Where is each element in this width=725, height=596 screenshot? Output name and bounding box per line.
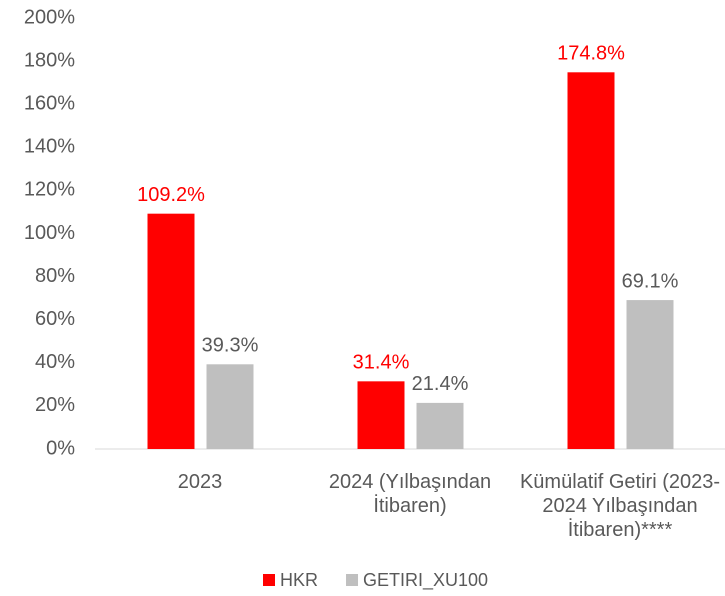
y-tick-label: 100% — [24, 222, 75, 244]
y-tick-label: 140% — [24, 136, 75, 158]
bar — [626, 300, 674, 449]
data-label: 109.2% — [137, 184, 205, 206]
y-tick-label: 80% — [35, 265, 75, 287]
y-tick-label: 40% — [35, 351, 75, 373]
y-tick-label: 120% — [24, 179, 75, 201]
y-tick-label: 20% — [35, 394, 75, 416]
legend-swatch — [346, 574, 359, 586]
bar — [206, 364, 254, 449]
y-tick-label: 160% — [24, 92, 75, 114]
x-tick-label: 2024 (Yılbaşından İtibaren) — [328, 471, 492, 517]
bar — [357, 381, 405, 449]
y-tick-label: 60% — [35, 308, 75, 330]
legend-label: GETIRI_XU100 — [363, 570, 488, 591]
legend-label: HKR — [280, 570, 318, 590]
y-tick-label: 200% — [24, 6, 75, 28]
data-label: 174.8% — [557, 43, 625, 65]
legend-swatch — [263, 574, 275, 586]
bar — [147, 213, 195, 449]
data-label: 69.1% — [622, 270, 679, 292]
x-tick-label: Kümülatif Getiri (2023-2024 Yılbaşından … — [519, 471, 721, 541]
data-label: 39.3% — [202, 335, 259, 357]
x-tick-label: 2023 — [177, 471, 223, 493]
data-label: 31.4% — [353, 352, 410, 374]
y-tick-label: 0% — [46, 437, 75, 459]
y-tick-label: 180% — [24, 49, 75, 71]
bar — [416, 402, 464, 449]
bar — [567, 72, 615, 449]
data-label: 21.4% — [412, 373, 469, 395]
